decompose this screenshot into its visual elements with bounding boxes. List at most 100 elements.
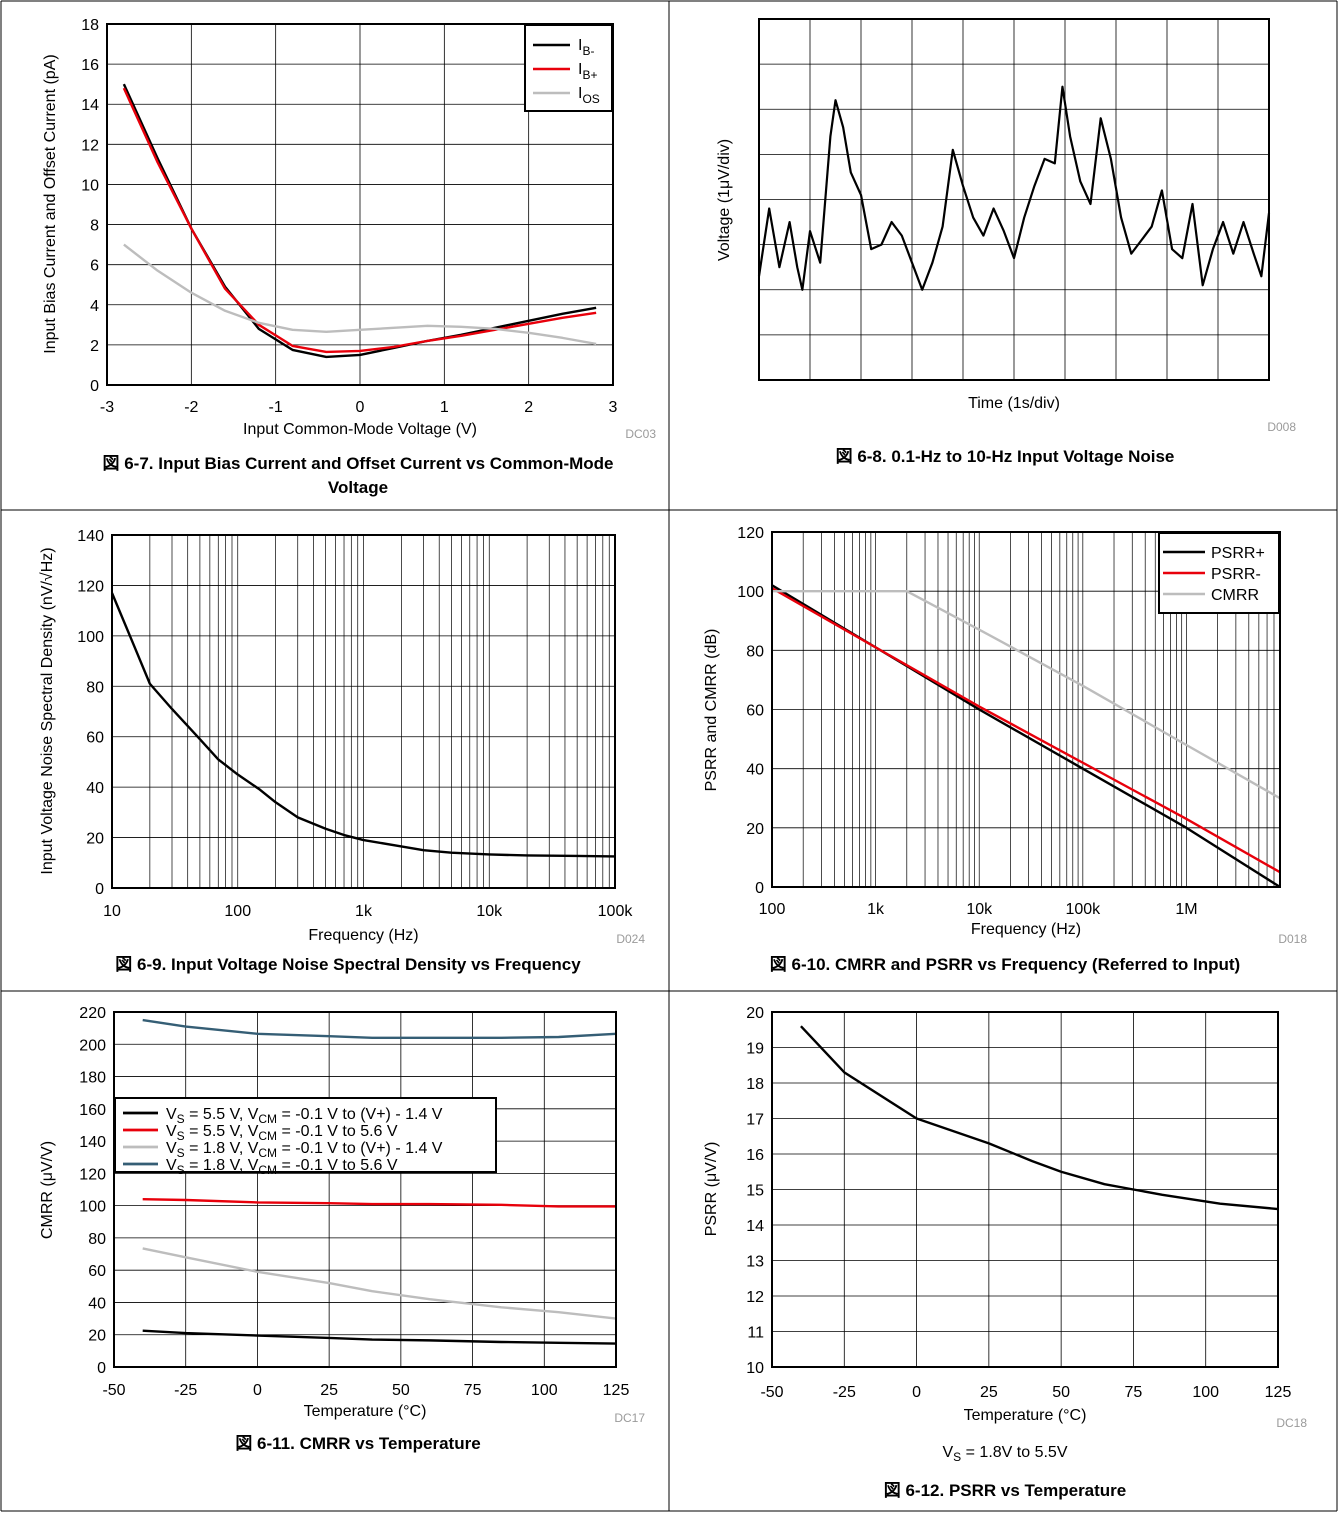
x-tick-label: 100k bbox=[1065, 901, 1101, 918]
gridlines bbox=[111, 534, 616, 889]
y-tick-label: 15 bbox=[746, 1183, 764, 1200]
x-tick-label: 0 bbox=[253, 1382, 262, 1399]
legend-text: = -0.1 V to 5.6 V bbox=[277, 1123, 398, 1140]
y-tick-label: 120 bbox=[77, 578, 104, 595]
figure-caption: 図 6-9. Input Voltage Noise Spectral Dens… bbox=[115, 955, 581, 974]
legend-item: IOS bbox=[578, 85, 600, 106]
x-axis-label: Frequency (Hz) bbox=[971, 921, 1081, 938]
y-tick-label: 12 bbox=[746, 1289, 764, 1306]
figure-code: D018 bbox=[1278, 932, 1307, 946]
series-line-3 bbox=[142, 1018, 617, 1040]
legend-subscript: B+ bbox=[582, 68, 597, 82]
x-tick-label: 100 bbox=[224, 903, 251, 920]
y-tick-label: 10 bbox=[81, 177, 99, 194]
x-tick-label: 75 bbox=[1125, 1384, 1143, 1401]
note-text: V bbox=[943, 1444, 954, 1461]
legend-item: VS = 5.5 V, VCM = -0.1 V to (V+) - 1.4 V bbox=[166, 1106, 443, 1126]
note-subscript: S bbox=[953, 1450, 961, 1464]
legend-text: I bbox=[578, 37, 582, 54]
legend: IB-IB+IOS bbox=[524, 24, 613, 112]
legend-subscript: CM bbox=[258, 1129, 277, 1143]
y-tick-label: 0 bbox=[90, 378, 99, 395]
y-tick-label: 14 bbox=[81, 97, 99, 114]
y-tick-label: 60 bbox=[88, 1263, 106, 1280]
y-tick-label: 40 bbox=[86, 780, 104, 797]
x-tick-label: 75 bbox=[464, 1382, 482, 1399]
y-axis-label: Input Voltage Noise Spectral Density (nV… bbox=[39, 547, 56, 874]
y-tick-label: 220 bbox=[79, 1005, 106, 1022]
x-tick-label: 1k bbox=[355, 903, 373, 920]
y-tick-label: 16 bbox=[81, 57, 99, 74]
figure-code: DC17 bbox=[614, 1411, 645, 1425]
y-tick-label: 80 bbox=[88, 1231, 106, 1248]
series-line-0 bbox=[800, 1025, 1279, 1211]
y-tick-label: 140 bbox=[77, 528, 104, 545]
legend-item: IB+ bbox=[578, 61, 597, 82]
y-tick-label: 18 bbox=[81, 17, 99, 34]
x-tick-label: -1 bbox=[269, 399, 283, 416]
figure-code: D024 bbox=[616, 932, 645, 946]
legend-text: = 5.5 V, V bbox=[185, 1106, 259, 1123]
x-tick-label: 3 bbox=[609, 399, 618, 416]
note-text: = 1.8V to 5.5V bbox=[961, 1444, 1068, 1461]
plot-area bbox=[771, 1011, 1279, 1368]
legend-text: I bbox=[578, 61, 582, 78]
x-tick-label: -25 bbox=[833, 1384, 856, 1401]
plot-area bbox=[111, 534, 616, 889]
series-line-1 bbox=[142, 1197, 616, 1208]
legend-text: = 1.8 V, V bbox=[185, 1140, 259, 1157]
y-tick-label: 60 bbox=[746, 703, 764, 720]
figure-code: DC03 bbox=[625, 427, 656, 441]
x-axis-label: Frequency (Hz) bbox=[308, 927, 418, 944]
figure-caption: 図 6-8. 0.1-Hz to 10-Hz Input Voltage Noi… bbox=[836, 447, 1175, 466]
y-axis-label: PSRR and CMRR (dB) bbox=[703, 629, 720, 792]
figure-caption: 図 6-7. Input Bias Current and Offset Cur… bbox=[103, 454, 614, 473]
y-tick-label: 40 bbox=[746, 762, 764, 779]
legend-subscript: S bbox=[177, 1163, 185, 1177]
y-tick-label: 17 bbox=[746, 1112, 764, 1129]
y-tick-label: 80 bbox=[746, 643, 764, 660]
series-line-2 bbox=[142, 1247, 617, 1320]
chart-fig611: -50 -25 0 25 50 75 100 125 0 20 40 60 80 100 120 140 160… bbox=[39, 1005, 645, 1453]
y-axis-label: PSRR (μV/V) bbox=[703, 1142, 720, 1237]
figure-caption: 図 6-12. PSRR vs Temperature bbox=[884, 1481, 1127, 1500]
y-tick-label: 10 bbox=[746, 1360, 764, 1377]
y-tick-label: 180 bbox=[79, 1070, 106, 1087]
y-tick-label: 8 bbox=[90, 218, 99, 235]
x-tick-label: 100 bbox=[1192, 1384, 1219, 1401]
x-tick-label: 50 bbox=[1052, 1384, 1070, 1401]
legend-subscript: B- bbox=[582, 44, 594, 58]
series-line-0 bbox=[142, 1329, 617, 1345]
y-tick-label: 100 bbox=[79, 1199, 106, 1216]
y-tick-label: 13 bbox=[746, 1254, 764, 1271]
y-tick-label: 12 bbox=[81, 137, 99, 154]
x-tick-label: 125 bbox=[1265, 1384, 1292, 1401]
chart-fig612: -50 -25 0 25 50 75 100 125 10 11 12 13 14 15 16 17 18 19 2… bbox=[703, 1005, 1307, 1500]
series-line-0 bbox=[757, 85, 1271, 291]
legend-text: V bbox=[166, 1140, 177, 1157]
legend-text: = -0.1 V to 5.6 V bbox=[277, 1157, 398, 1174]
plot-area bbox=[113, 1011, 617, 1368]
y-axis-label: Voltage (1μV/div) bbox=[716, 139, 733, 261]
legend-item: CMRR bbox=[1211, 587, 1259, 604]
x-tick-label: 25 bbox=[320, 1382, 338, 1399]
legend-text: V bbox=[166, 1106, 177, 1123]
legend-item: VS = 1.8 V, VCM = -0.1 V to 5.6 V bbox=[166, 1157, 398, 1177]
y-tick-label: 14 bbox=[746, 1218, 764, 1235]
chart-fig610: 100 1k 10k 100k 1M 0 20 40 60 80 100 120 Frequency (… bbox=[703, 525, 1307, 974]
x-tick-label: -25 bbox=[174, 1382, 197, 1399]
legend-subscript: S bbox=[177, 1129, 185, 1143]
legend-subscript: CM bbox=[258, 1146, 277, 1160]
legend-box bbox=[114, 1097, 497, 1173]
y-tick-label: 20 bbox=[746, 821, 764, 838]
legend: VS = 5.5 V, VCM = -0.1 V to (V+) - 1.4 V… bbox=[114, 1097, 497, 1177]
gridlines bbox=[759, 19, 1269, 380]
y-tick-label: 19 bbox=[746, 1041, 764, 1058]
y-tick-label: 2 bbox=[90, 338, 99, 355]
x-tick-label: -2 bbox=[184, 399, 198, 416]
legend-item: PSRR- bbox=[1211, 566, 1261, 583]
y-tick-label: 11 bbox=[747, 1325, 764, 1342]
